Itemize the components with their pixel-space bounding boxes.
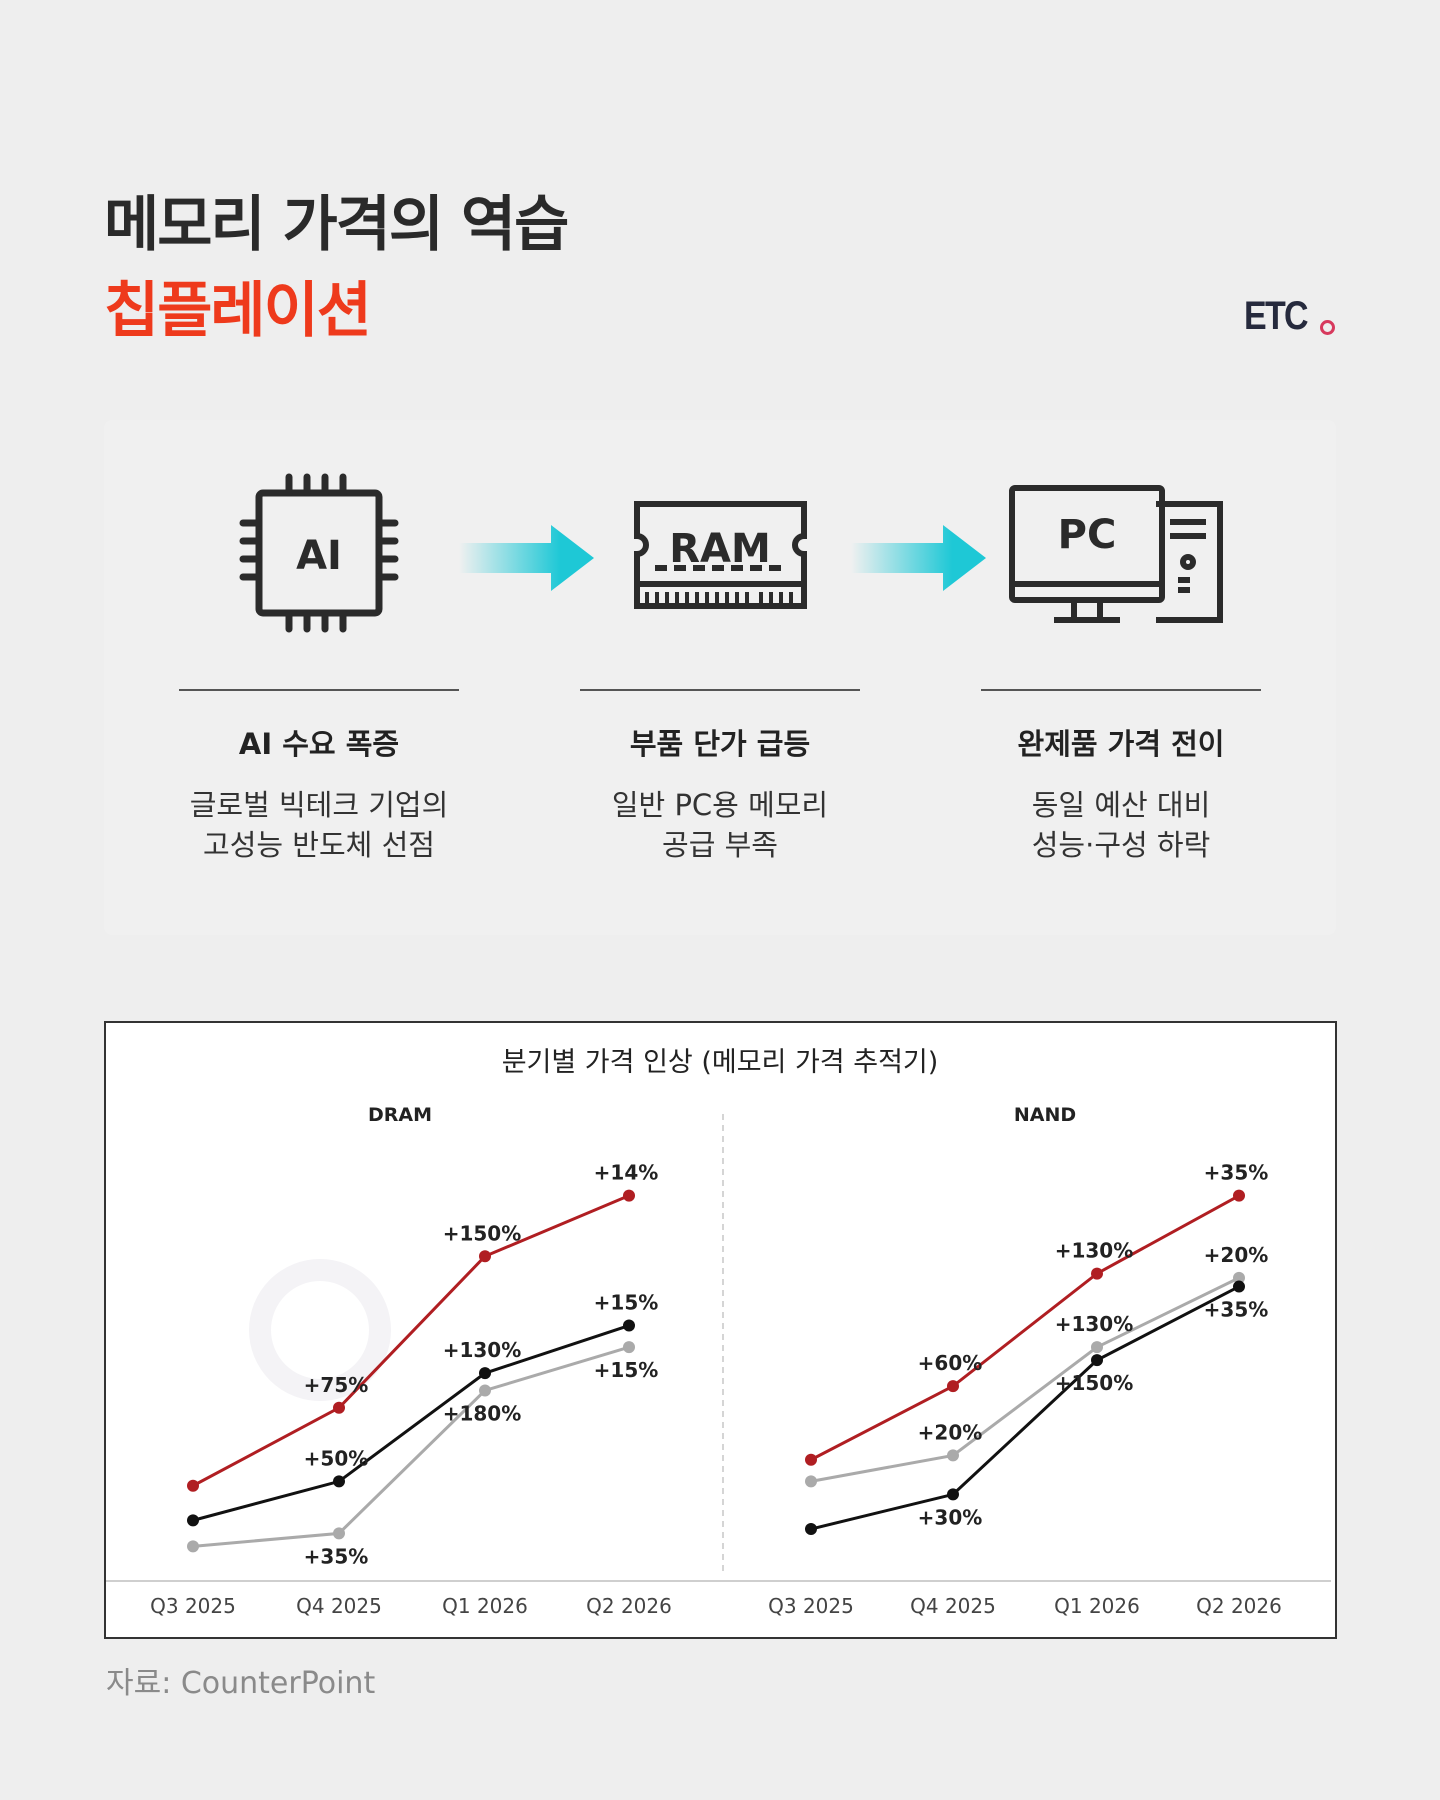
- source-note: 자료: CounterPoint: [106, 1666, 376, 1701]
- x-tick-label: Q1 2026: [1054, 1594, 1140, 1618]
- x-tick-label: Q2 2026: [586, 1594, 672, 1618]
- divider: [179, 689, 459, 691]
- data-label: +180%: [443, 1401, 522, 1425]
- data-point: [1233, 1280, 1245, 1293]
- x-tick-label: Q3 2025: [150, 1594, 236, 1618]
- arrow-right-icon: [851, 525, 986, 591]
- step-heading: AI 수요 폭증: [238, 727, 400, 761]
- data-label: +50%: [304, 1446, 369, 1470]
- data-point: [805, 1475, 817, 1488]
- data-point: [333, 1527, 345, 1540]
- data-point: [333, 1401, 345, 1414]
- x-tick-label: Q4 2025: [296, 1594, 382, 1618]
- data-label: +150%: [1055, 1371, 1134, 1395]
- series-line: [192, 1194, 630, 1488]
- data-point: [623, 1341, 635, 1354]
- logo-dot-icon: [1320, 320, 1335, 335]
- data-label: +75%: [304, 1373, 369, 1397]
- data-label: +20%: [918, 1420, 983, 1444]
- pc-icon-text: PC: [1058, 512, 1117, 558]
- x-tick-label: Q4 2025: [910, 1594, 996, 1618]
- ai-chip-icon: AI: [239, 473, 399, 633]
- data-point: [1233, 1189, 1245, 1202]
- data-label: +15%: [594, 1358, 659, 1382]
- ram-icon-text: RAM: [669, 526, 771, 572]
- series-line: [192, 1324, 630, 1522]
- x-tick-label: Q2 2026: [1196, 1594, 1282, 1618]
- page-title: 메모리 가격의 역습: [104, 190, 569, 260]
- x-tick-label: Q3 2025: [768, 1594, 854, 1618]
- data-label: +30%: [918, 1505, 983, 1529]
- step-description-line: 공급 부족: [662, 828, 778, 862]
- ai-icon-text: AI: [296, 533, 342, 579]
- data-point: [187, 1514, 199, 1527]
- data-point: [947, 1488, 959, 1501]
- data-point: [1091, 1267, 1103, 1280]
- x-tick-label: Q1 2026: [442, 1594, 528, 1618]
- divider: [981, 689, 1261, 691]
- data-label: +35%: [1204, 1298, 1269, 1322]
- data-point: [947, 1380, 959, 1393]
- series-line: [192, 1345, 630, 1548]
- data-point: [479, 1367, 491, 1380]
- series-line: [810, 1194, 1240, 1462]
- data-label: +150%: [443, 1221, 522, 1245]
- data-label: +130%: [443, 1338, 522, 1362]
- data-point: [1091, 1354, 1103, 1367]
- data-point: [805, 1523, 817, 1536]
- arrow-right-icon: [459, 525, 594, 591]
- series-line: [810, 1285, 1240, 1531]
- flow-step-ai-demand: AI 수요 폭증 글로벌 빅테크 기업의 고성능 반도체 선점: [169, 689, 469, 865]
- step-heading: 부품 단가 급등: [629, 727, 811, 761]
- data-point: [1091, 1341, 1103, 1354]
- data-label: +60%: [918, 1351, 983, 1375]
- data-label: +130%: [1055, 1312, 1134, 1336]
- flow-step-component-price: 부품 단가 급등 일반 PC용 메모리 공급 부족: [570, 689, 870, 865]
- data-label: +15%: [594, 1291, 659, 1315]
- panel-title-dram: DRAM: [367, 1104, 433, 1126]
- data-label: +20%: [1204, 1243, 1269, 1267]
- pc-computer-icon: PC: [1009, 485, 1223, 623]
- series-line: [810, 1276, 1240, 1483]
- ram-module-icon: RAM: [634, 501, 807, 609]
- data-point: [947, 1449, 959, 1462]
- step-description-line: 동일 예산 대비: [1031, 788, 1211, 822]
- data-point: [187, 1540, 199, 1553]
- data-point: [623, 1189, 635, 1202]
- chart-title: 분기별 가격 인상 (메모리 가격 추적기): [501, 1047, 939, 1078]
- page-subtitle: 칩플레이션: [104, 276, 372, 346]
- step-description-line: 글로벌 빅테크 기업의: [189, 788, 449, 822]
- data-point: [1233, 1271, 1245, 1284]
- data-point: [333, 1475, 345, 1488]
- data-point: [805, 1453, 817, 1466]
- panel-title-nand: NAND: [1013, 1104, 1077, 1126]
- divider: [580, 689, 860, 691]
- data-label: +35%: [1204, 1161, 1269, 1185]
- watermark-logo-icon: [249, 1259, 391, 1401]
- data-point: [187, 1479, 199, 1492]
- step-description-line: 고성능 반도체 선점: [203, 828, 435, 862]
- data-label: +14%: [594, 1161, 659, 1185]
- step-description-line: 일반 PC용 메모리: [611, 788, 829, 822]
- data-label: +130%: [1055, 1239, 1134, 1263]
- etc-logo: ETC: [1244, 294, 1309, 338]
- data-point: [479, 1250, 491, 1263]
- flow-step-product-price: 완제품 가격 전이 동일 예산 대비 성능·구성 하락: [971, 689, 1271, 865]
- step-heading: 완제품 가격 전이: [1017, 727, 1225, 761]
- step-description-line: 성능·구성 하락: [1031, 828, 1211, 862]
- data-label: +35%: [304, 1544, 369, 1568]
- data-point: [623, 1319, 635, 1332]
- data-point: [479, 1384, 491, 1397]
